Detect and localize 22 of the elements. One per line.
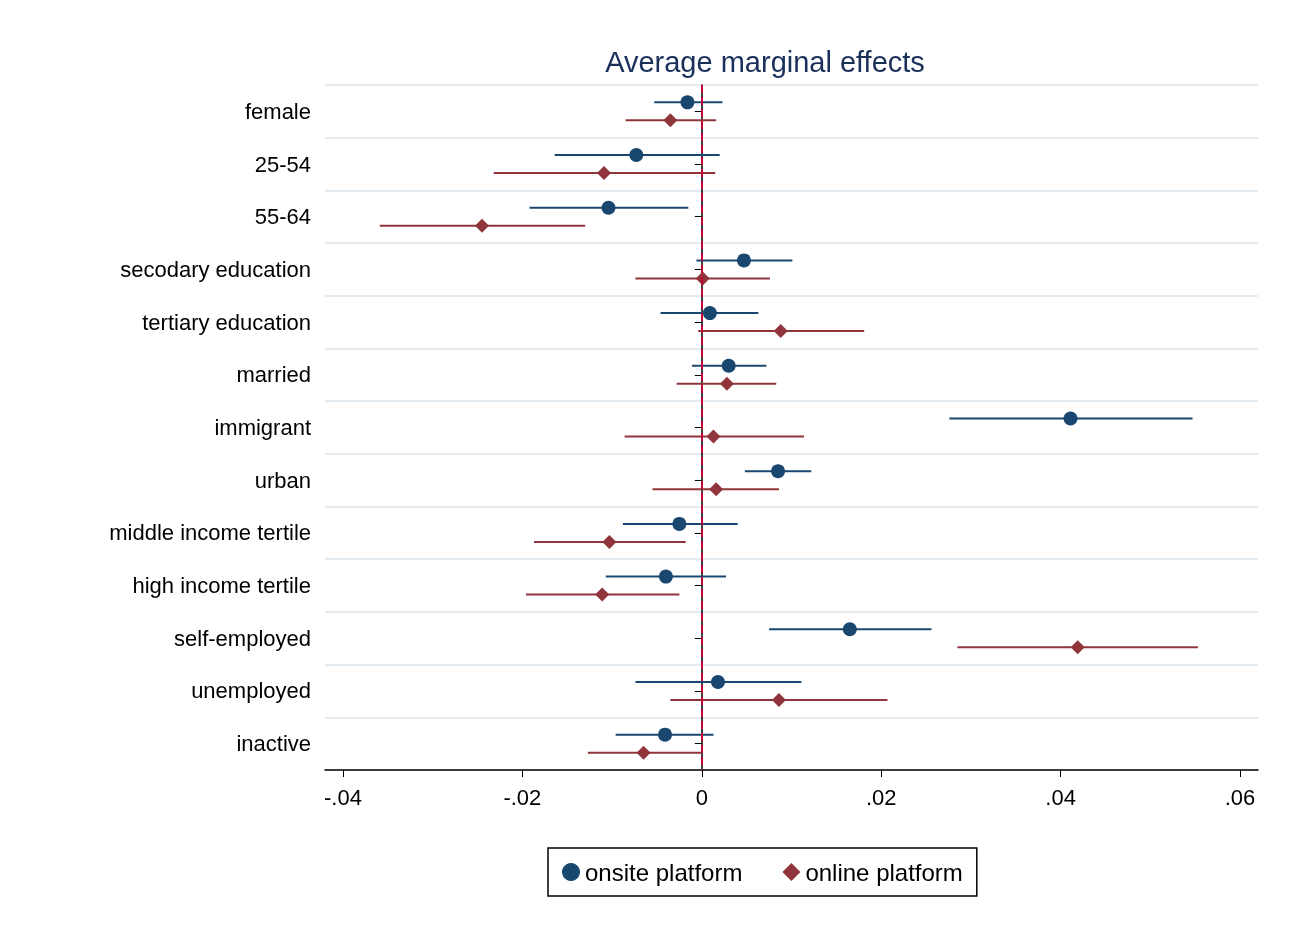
y-tick-label: 55-64 [254,204,311,230]
y-tick-label: unemployed [191,678,311,704]
x-tick-label: .04 [1045,784,1076,810]
y-tick-label: middle income tertile [109,520,311,546]
y-tick-label: female [244,98,311,124]
legend-label: online platform [805,858,963,886]
y-tick-label: married [236,362,311,388]
y-tick-label: immigrant [214,415,311,440]
y-tick-label: high income tertile [132,573,311,599]
legend-label: onsite platform [585,858,743,886]
x-tick-label: .02 [865,784,897,810]
x-tick-label: -.04 [323,784,362,810]
x-tick-label: -.02 [503,784,542,810]
y-tick-label: secodary education [120,256,311,282]
y-tick-label: urban [254,467,311,493]
x-tick-label: 0 [695,784,708,810]
chart-title: Average marginal effects [605,45,925,78]
y-tick-label: self-employed [174,625,311,651]
x-tick-label: .06 [1224,784,1256,810]
y-tick-label: tertiary education [142,309,311,335]
y-tick-label: inactive [236,731,311,757]
y-tick-label: 25-54 [254,151,311,177]
